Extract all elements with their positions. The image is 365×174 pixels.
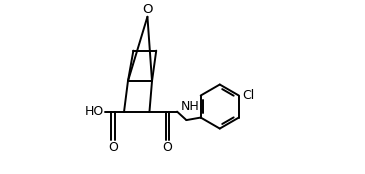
Text: HO: HO xyxy=(84,105,104,118)
Text: O: O xyxy=(162,141,172,154)
Text: O: O xyxy=(142,3,153,16)
Text: O: O xyxy=(108,141,118,154)
Text: Cl: Cl xyxy=(242,89,254,102)
Text: NH: NH xyxy=(181,100,200,113)
